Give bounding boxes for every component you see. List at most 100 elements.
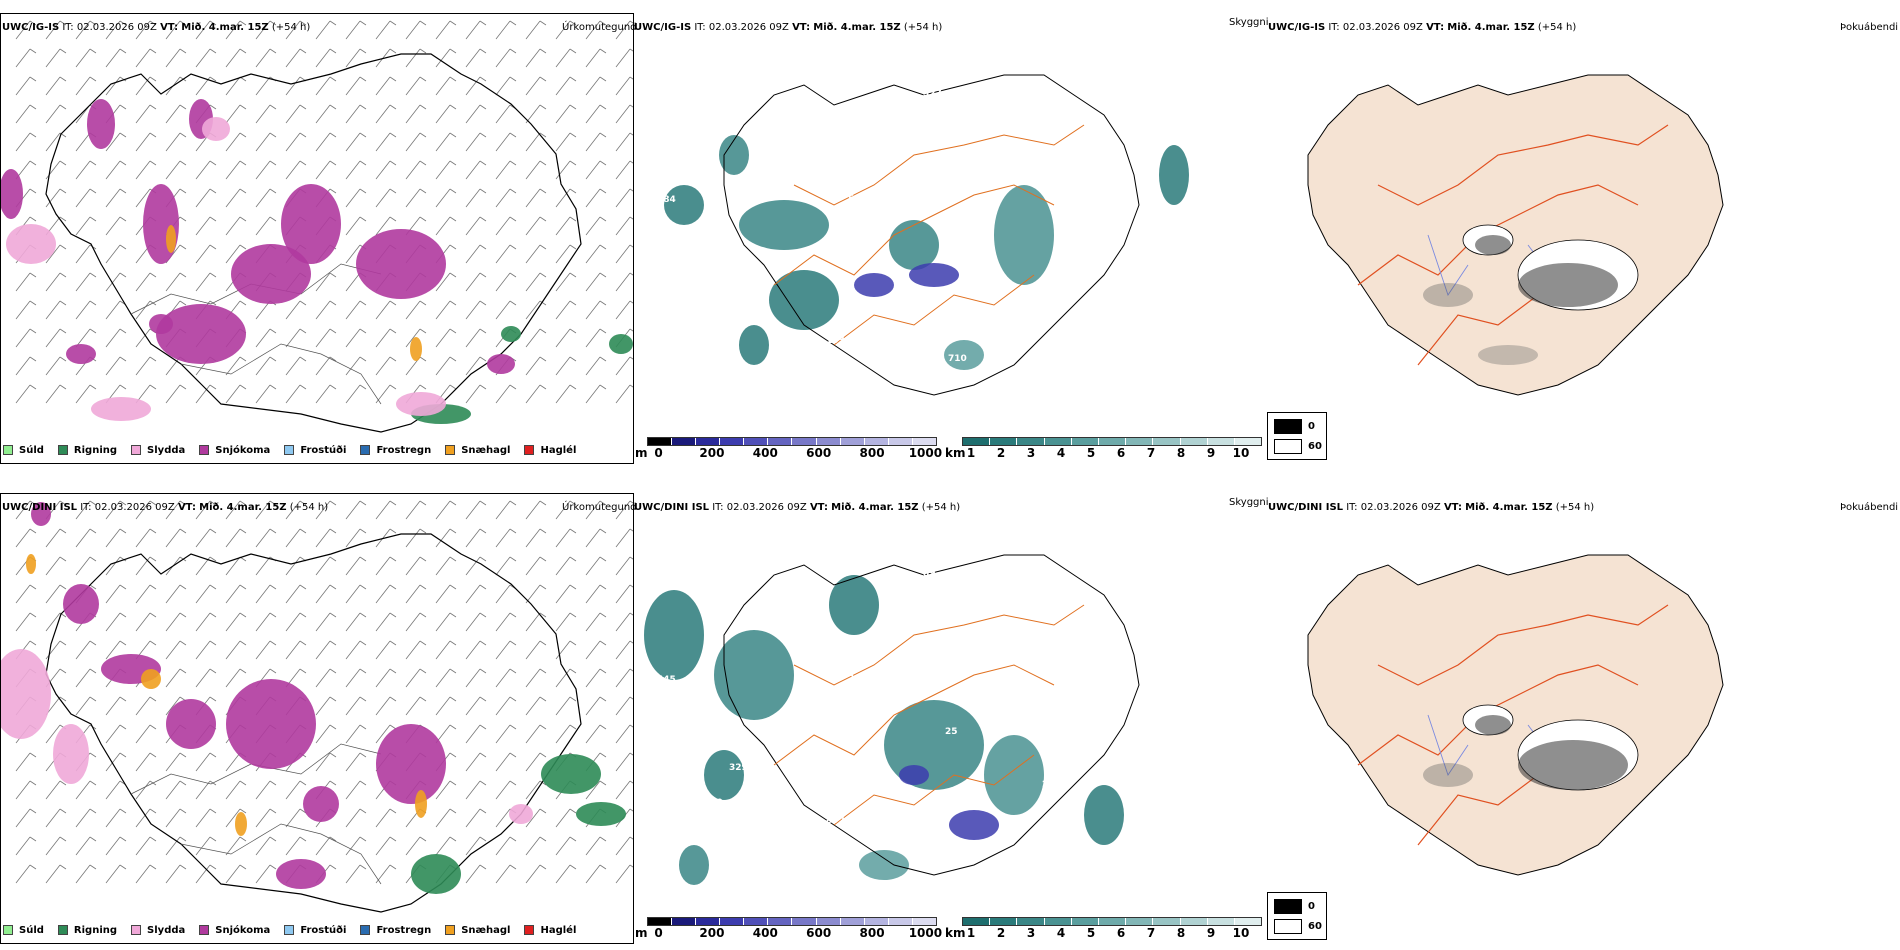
ceiling-bin xyxy=(672,438,697,445)
visibility-unit-top: km xyxy=(945,446,966,460)
wind-barb xyxy=(555,188,577,208)
wind-barb xyxy=(285,836,307,856)
fog-legend-swatch-0 xyxy=(1274,899,1302,914)
visibility-area xyxy=(739,200,829,250)
ceiling-tick: 400 xyxy=(752,446,778,460)
wind-barb xyxy=(435,780,457,800)
ceiling-bin xyxy=(816,918,841,925)
wind-barb xyxy=(105,556,127,576)
wind-barb xyxy=(345,808,367,828)
wind-barb xyxy=(135,328,157,348)
wind-barb xyxy=(225,104,247,124)
wind-barb xyxy=(585,48,607,68)
wind-barb xyxy=(225,556,247,576)
wind-barb xyxy=(405,76,427,96)
wind-barb xyxy=(45,584,67,604)
ceiling-bin xyxy=(672,918,697,925)
ceiling-bin xyxy=(792,918,817,925)
wind-barb xyxy=(165,780,187,800)
legend-label: Rigning xyxy=(73,444,118,456)
wind-barb xyxy=(585,724,607,744)
visibility-area xyxy=(704,750,744,800)
precip-map-bottom xyxy=(1,500,633,913)
wind-barb xyxy=(465,668,487,688)
precip-area xyxy=(231,244,311,304)
ceiling-value-label: 31 xyxy=(1092,710,1105,720)
wind-barb xyxy=(225,132,247,152)
wind-barb xyxy=(45,272,67,292)
visibility-bin xyxy=(1098,918,1127,925)
wind-barb xyxy=(225,612,247,632)
wind-barb xyxy=(375,20,397,40)
ceiling-value-label: 89 xyxy=(923,569,936,579)
wind-barb xyxy=(315,696,337,716)
wind-barb xyxy=(315,356,337,376)
wind-barb xyxy=(195,556,217,576)
wind-barb xyxy=(525,724,547,744)
wind-barb xyxy=(165,612,187,632)
wind-barb xyxy=(375,696,397,716)
wind-barb xyxy=(75,48,97,68)
wind-barb xyxy=(285,500,307,520)
wind-barb xyxy=(165,808,187,828)
wind-barb xyxy=(435,356,457,376)
wind-barb xyxy=(345,20,367,40)
ceiling-bin xyxy=(696,918,721,925)
wind-barb xyxy=(315,132,337,152)
precip-type-panel-top: Súld Rigning Slydda Snjókoma Frostúði Frostre… xyxy=(0,13,634,464)
wind-barb xyxy=(105,752,127,772)
precip-area xyxy=(141,669,161,689)
wind-barb xyxy=(495,300,517,320)
wind-barb xyxy=(465,216,487,236)
wind-barb xyxy=(375,76,397,96)
wind-barb xyxy=(495,836,517,856)
wind-barb xyxy=(555,356,577,376)
visibility-tick: 3 xyxy=(1026,446,1036,460)
wind-barb xyxy=(345,780,367,800)
wind-barb xyxy=(315,640,337,660)
wind-barb xyxy=(345,104,367,124)
wind-barb xyxy=(225,244,247,264)
legend-label: Slydda xyxy=(147,444,186,456)
precip-area xyxy=(26,554,36,574)
ceiling-bin xyxy=(648,438,673,445)
cloud-title-bottom: Skyggni xyxy=(1229,497,1269,508)
wind-barb xyxy=(225,216,247,236)
wind-barb xyxy=(615,500,633,520)
wind-barb xyxy=(285,48,307,68)
ceiling-tick: 0 xyxy=(654,446,663,460)
precip-area xyxy=(143,184,179,264)
visibility-bin xyxy=(1234,918,1262,925)
wind-barb xyxy=(45,300,67,320)
visibility-area xyxy=(644,590,704,680)
ceiling-value-label: 182 xyxy=(1067,745,1086,755)
wind-barb xyxy=(375,216,397,236)
fog-legend-swatch-60 xyxy=(1274,919,1302,934)
wind-barb xyxy=(435,584,457,604)
ceiling-value-label: 718 xyxy=(1092,230,1111,240)
legend-swatch xyxy=(360,925,371,935)
precip-legend-top: Súld Rigning Slydda Snjókoma Frostúði Frostre… xyxy=(3,442,590,458)
wind-barb xyxy=(75,272,97,292)
wind-barb xyxy=(195,272,217,292)
wind-barb xyxy=(255,48,277,68)
ceiling-value-label: 329 xyxy=(729,763,748,773)
wind-barb xyxy=(345,48,367,68)
wind-barb xyxy=(15,20,37,40)
wind-barb xyxy=(195,780,217,800)
ceiling-value-label: 327 xyxy=(923,89,942,99)
wind-barb xyxy=(255,780,277,800)
legend-item-súld: Súld xyxy=(3,925,44,936)
wind-barb xyxy=(495,864,517,884)
wind-barb xyxy=(105,584,127,604)
wind-barb xyxy=(315,752,337,772)
wind-barb xyxy=(75,780,97,800)
wind-barb xyxy=(405,328,427,348)
wind-barb xyxy=(585,76,607,96)
wind-barb xyxy=(465,528,487,548)
wind-barb xyxy=(225,160,247,180)
wind-barb xyxy=(345,640,367,660)
wind-barb xyxy=(375,356,397,376)
ceiling-value-label: 5 xyxy=(848,194,854,204)
ceiling-colorbar-top xyxy=(647,437,937,446)
